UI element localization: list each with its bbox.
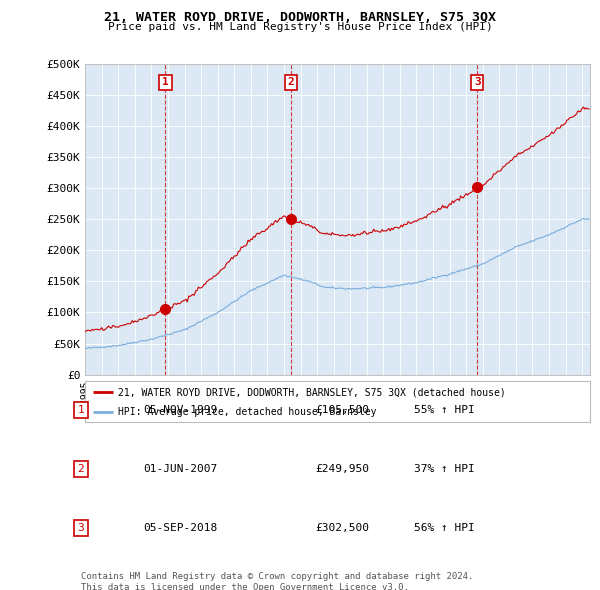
Text: 05-SEP-2018: 05-SEP-2018 [143, 523, 217, 533]
Text: 01-JUN-2007: 01-JUN-2007 [143, 464, 217, 474]
Text: This data is licensed under the Open Government Licence v3.0.: This data is licensed under the Open Gov… [81, 583, 409, 590]
Text: Price paid vs. HM Land Registry's House Price Index (HPI): Price paid vs. HM Land Registry's House … [107, 22, 493, 32]
Text: 3: 3 [77, 523, 85, 533]
Text: HPI: Average price, detached house, Barnsley: HPI: Average price, detached house, Barn… [118, 407, 377, 417]
Text: 55% ↑ HPI: 55% ↑ HPI [413, 405, 475, 415]
Text: 1: 1 [77, 405, 85, 415]
Text: 37% ↑ HPI: 37% ↑ HPI [413, 464, 475, 474]
Text: £302,500: £302,500 [315, 523, 369, 533]
Text: 3: 3 [474, 77, 481, 87]
Text: 2: 2 [77, 464, 85, 474]
Text: 05-NOV-1999: 05-NOV-1999 [143, 405, 217, 415]
Text: 56% ↑ HPI: 56% ↑ HPI [413, 523, 475, 533]
Text: £105,500: £105,500 [315, 405, 369, 415]
Text: 2: 2 [287, 77, 294, 87]
Text: Contains HM Land Registry data © Crown copyright and database right 2024.: Contains HM Land Registry data © Crown c… [81, 572, 473, 581]
Text: 21, WATER ROYD DRIVE, DODWORTH, BARNSLEY, S75 3QX: 21, WATER ROYD DRIVE, DODWORTH, BARNSLEY… [104, 11, 496, 24]
Text: £249,950: £249,950 [315, 464, 369, 474]
Text: 1: 1 [162, 77, 169, 87]
Text: 21, WATER ROYD DRIVE, DODWORTH, BARNSLEY, S75 3QX (detached house): 21, WATER ROYD DRIVE, DODWORTH, BARNSLEY… [118, 387, 506, 397]
